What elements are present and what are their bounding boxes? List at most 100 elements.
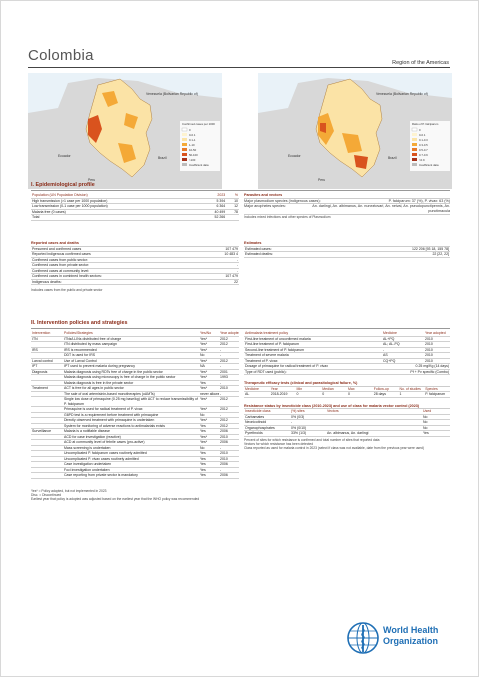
tes-col-header: Max xyxy=(347,386,373,393)
map-legend: Confirmed cases per 1000 0 0-0.1 0.1-1 1… xyxy=(180,121,220,171)
table-cell: No xyxy=(199,445,219,451)
table-cell: - xyxy=(382,347,424,353)
tes-col-header: Species xyxy=(424,386,450,393)
tes-col-header: Median xyxy=(321,386,347,393)
table-cell: - xyxy=(219,391,239,397)
table-cell: IPT used to prevent malaria during pregn… xyxy=(63,363,199,370)
table-cell: Treatment of severe malaria xyxy=(244,352,382,359)
table-cell: CQ+PQ xyxy=(382,358,424,364)
map-high-zone-2 xyxy=(354,155,368,169)
table-cell: 2006 xyxy=(219,428,239,435)
table-cell: The sale of oral artemisinin-based monot… xyxy=(63,391,199,397)
table-cell: 2010 xyxy=(424,341,450,348)
table-row: Confirmed cases from private sector: - xyxy=(31,262,239,269)
table-cell: Indigenous deaths: xyxy=(31,279,202,286)
policy-row: Uncomplicated P. vivax cases routinely a… xyxy=(31,456,239,462)
table-cell: Yes xyxy=(199,472,219,479)
table-cell: Mass screening is undertaken xyxy=(63,445,199,451)
table-cell: 2010 xyxy=(219,456,239,462)
table-cell: 2012 xyxy=(219,358,239,364)
map-mid-zone-2 xyxy=(118,143,136,163)
table-cell: Yes xyxy=(422,430,450,437)
table-cell: - xyxy=(219,347,239,353)
map-high-zone xyxy=(88,115,102,143)
table-cell: ACD at community level of febrile cases … xyxy=(63,439,199,446)
policy-row: Malaria diagnosis using microscopy is fr… xyxy=(31,374,239,381)
policy-row: Case investigation undertaken Yes 2006 xyxy=(31,461,239,468)
table-cell: Directly observed treatment with primaqu… xyxy=(63,417,199,424)
table-cell: 0% (0/3) xyxy=(290,414,326,421)
table-cell: Treatment of P. vivax xyxy=(244,358,382,364)
policy-row: G6PD test is a requirement before treatm… xyxy=(31,412,239,418)
colombia-shape xyxy=(85,78,153,178)
table-cell: Diagnosis xyxy=(31,369,63,375)
who-logo: World Health Organization xyxy=(346,621,456,655)
policy-row: Uncomplicated P. falciparum cases routin… xyxy=(31,450,239,457)
policy-row: DDT is used for IRS No - xyxy=(31,352,239,359)
pop-col-header: 2023 xyxy=(198,193,227,199)
table-cell: Treatment xyxy=(31,385,63,392)
resist-col-header: Insecticide class xyxy=(244,409,290,415)
table-row: Major plasmodium species (indigenous cas… xyxy=(244,199,450,205)
policy-row: Case reporting from private sector is ma… xyxy=(31,472,239,479)
map-label: Venezuela (Bolivarian Republic of) xyxy=(376,92,428,96)
table-cell: ACD for case investigation (reactive) xyxy=(63,434,199,440)
table-cell: Malaria free (0 cases) xyxy=(31,209,199,215)
table-cell: Pf + Pv specific (Combo) xyxy=(382,369,450,375)
table-cell: Estimated deaths: xyxy=(244,251,334,258)
table-cell: 2006 xyxy=(219,439,239,446)
table-cell: Case reporting from private sector is ma… xyxy=(63,472,199,479)
footnote: Vectors for which resistance has been de… xyxy=(244,442,314,447)
pop-col-header: % xyxy=(226,193,239,199)
policy-col-header: Intervention xyxy=(31,331,63,337)
table-cell: Uncomplicated P. falciparum cases routin… xyxy=(63,450,199,457)
legend-title: Confirmed cases per 1000 xyxy=(182,122,215,126)
table-cell xyxy=(31,472,63,479)
table-cell xyxy=(31,406,63,413)
table-row: Neonicotinoid - No xyxy=(244,419,450,426)
table-cell: No xyxy=(199,412,219,418)
table-cell: 0 xyxy=(347,391,373,398)
cases-note: Includes cases from the public and priva… xyxy=(31,288,103,293)
table-header-row: Intervention Policies/Strategies Yes/No … xyxy=(31,331,239,337)
policy-col-header: Policies/Strategies xyxy=(63,331,199,337)
table-row: Estimated deaths: 22 [22, 22] xyxy=(244,251,450,258)
policy-col-header: Year adopted xyxy=(219,331,239,337)
table-cell: IRS is recommended xyxy=(63,347,199,353)
who-line-2: Organization xyxy=(383,636,439,646)
table-cell: ITNs/LLINs distributed free of charge xyxy=(63,336,199,342)
table-cell xyxy=(31,445,63,451)
pf-ratio-map-svg: Venezuela (Bolivarian Republic of) Ecuad… xyxy=(258,73,452,189)
table-row: Malaria free (0 cases) 40 499 78 xyxy=(31,209,239,215)
table-cell: Second-line treatment of P. falciparum xyxy=(244,347,382,353)
table-cell: IRS xyxy=(31,347,63,353)
table-cell xyxy=(31,396,63,407)
legend-item: 0-0.1 xyxy=(419,133,426,137)
table-cell: Yes* xyxy=(199,336,219,342)
policy-row: Diagnosis Malaria diagnosis using RDTs fr… xyxy=(31,369,239,375)
who-emblem-icon xyxy=(347,622,379,654)
table-cell: Dosage of primaquine for radical treatme… xyxy=(244,363,382,370)
colombia-shape xyxy=(315,78,383,178)
table-cell: Foci investigation undertaken xyxy=(63,467,199,473)
map-mid-zone-2 xyxy=(342,133,362,153)
pf-ratio-map: Venezuela (Bolivarian Republic of) Ecuad… xyxy=(258,73,452,189)
table-cell: Yes xyxy=(199,456,219,462)
resist-col-header: Used xyxy=(422,409,450,415)
table-cell: Confirmed cases from private sector: xyxy=(31,262,202,269)
table-cell: 22 [22, 22] xyxy=(333,251,450,258)
table-cell: DDT is used for IRS xyxy=(63,352,199,359)
map-mid-zone-3 xyxy=(124,113,138,129)
table-cell: Use of Larval Control xyxy=(63,358,199,364)
table-row: Total 52 266 xyxy=(31,214,239,221)
table-cell: - xyxy=(201,262,239,269)
table-cell: 2012 xyxy=(219,423,239,429)
table-cell: Yes xyxy=(199,428,219,435)
table-cell xyxy=(31,341,63,348)
map-label: Brazil xyxy=(388,156,397,160)
table-cell: 0 xyxy=(295,391,322,398)
policy-row: Foci investigation undertaken Yes - xyxy=(31,467,239,473)
policies-section-title: II. Intervention policies and strategies xyxy=(31,320,128,326)
map-label: Ecuador xyxy=(288,154,301,158)
table-cell xyxy=(31,417,63,424)
